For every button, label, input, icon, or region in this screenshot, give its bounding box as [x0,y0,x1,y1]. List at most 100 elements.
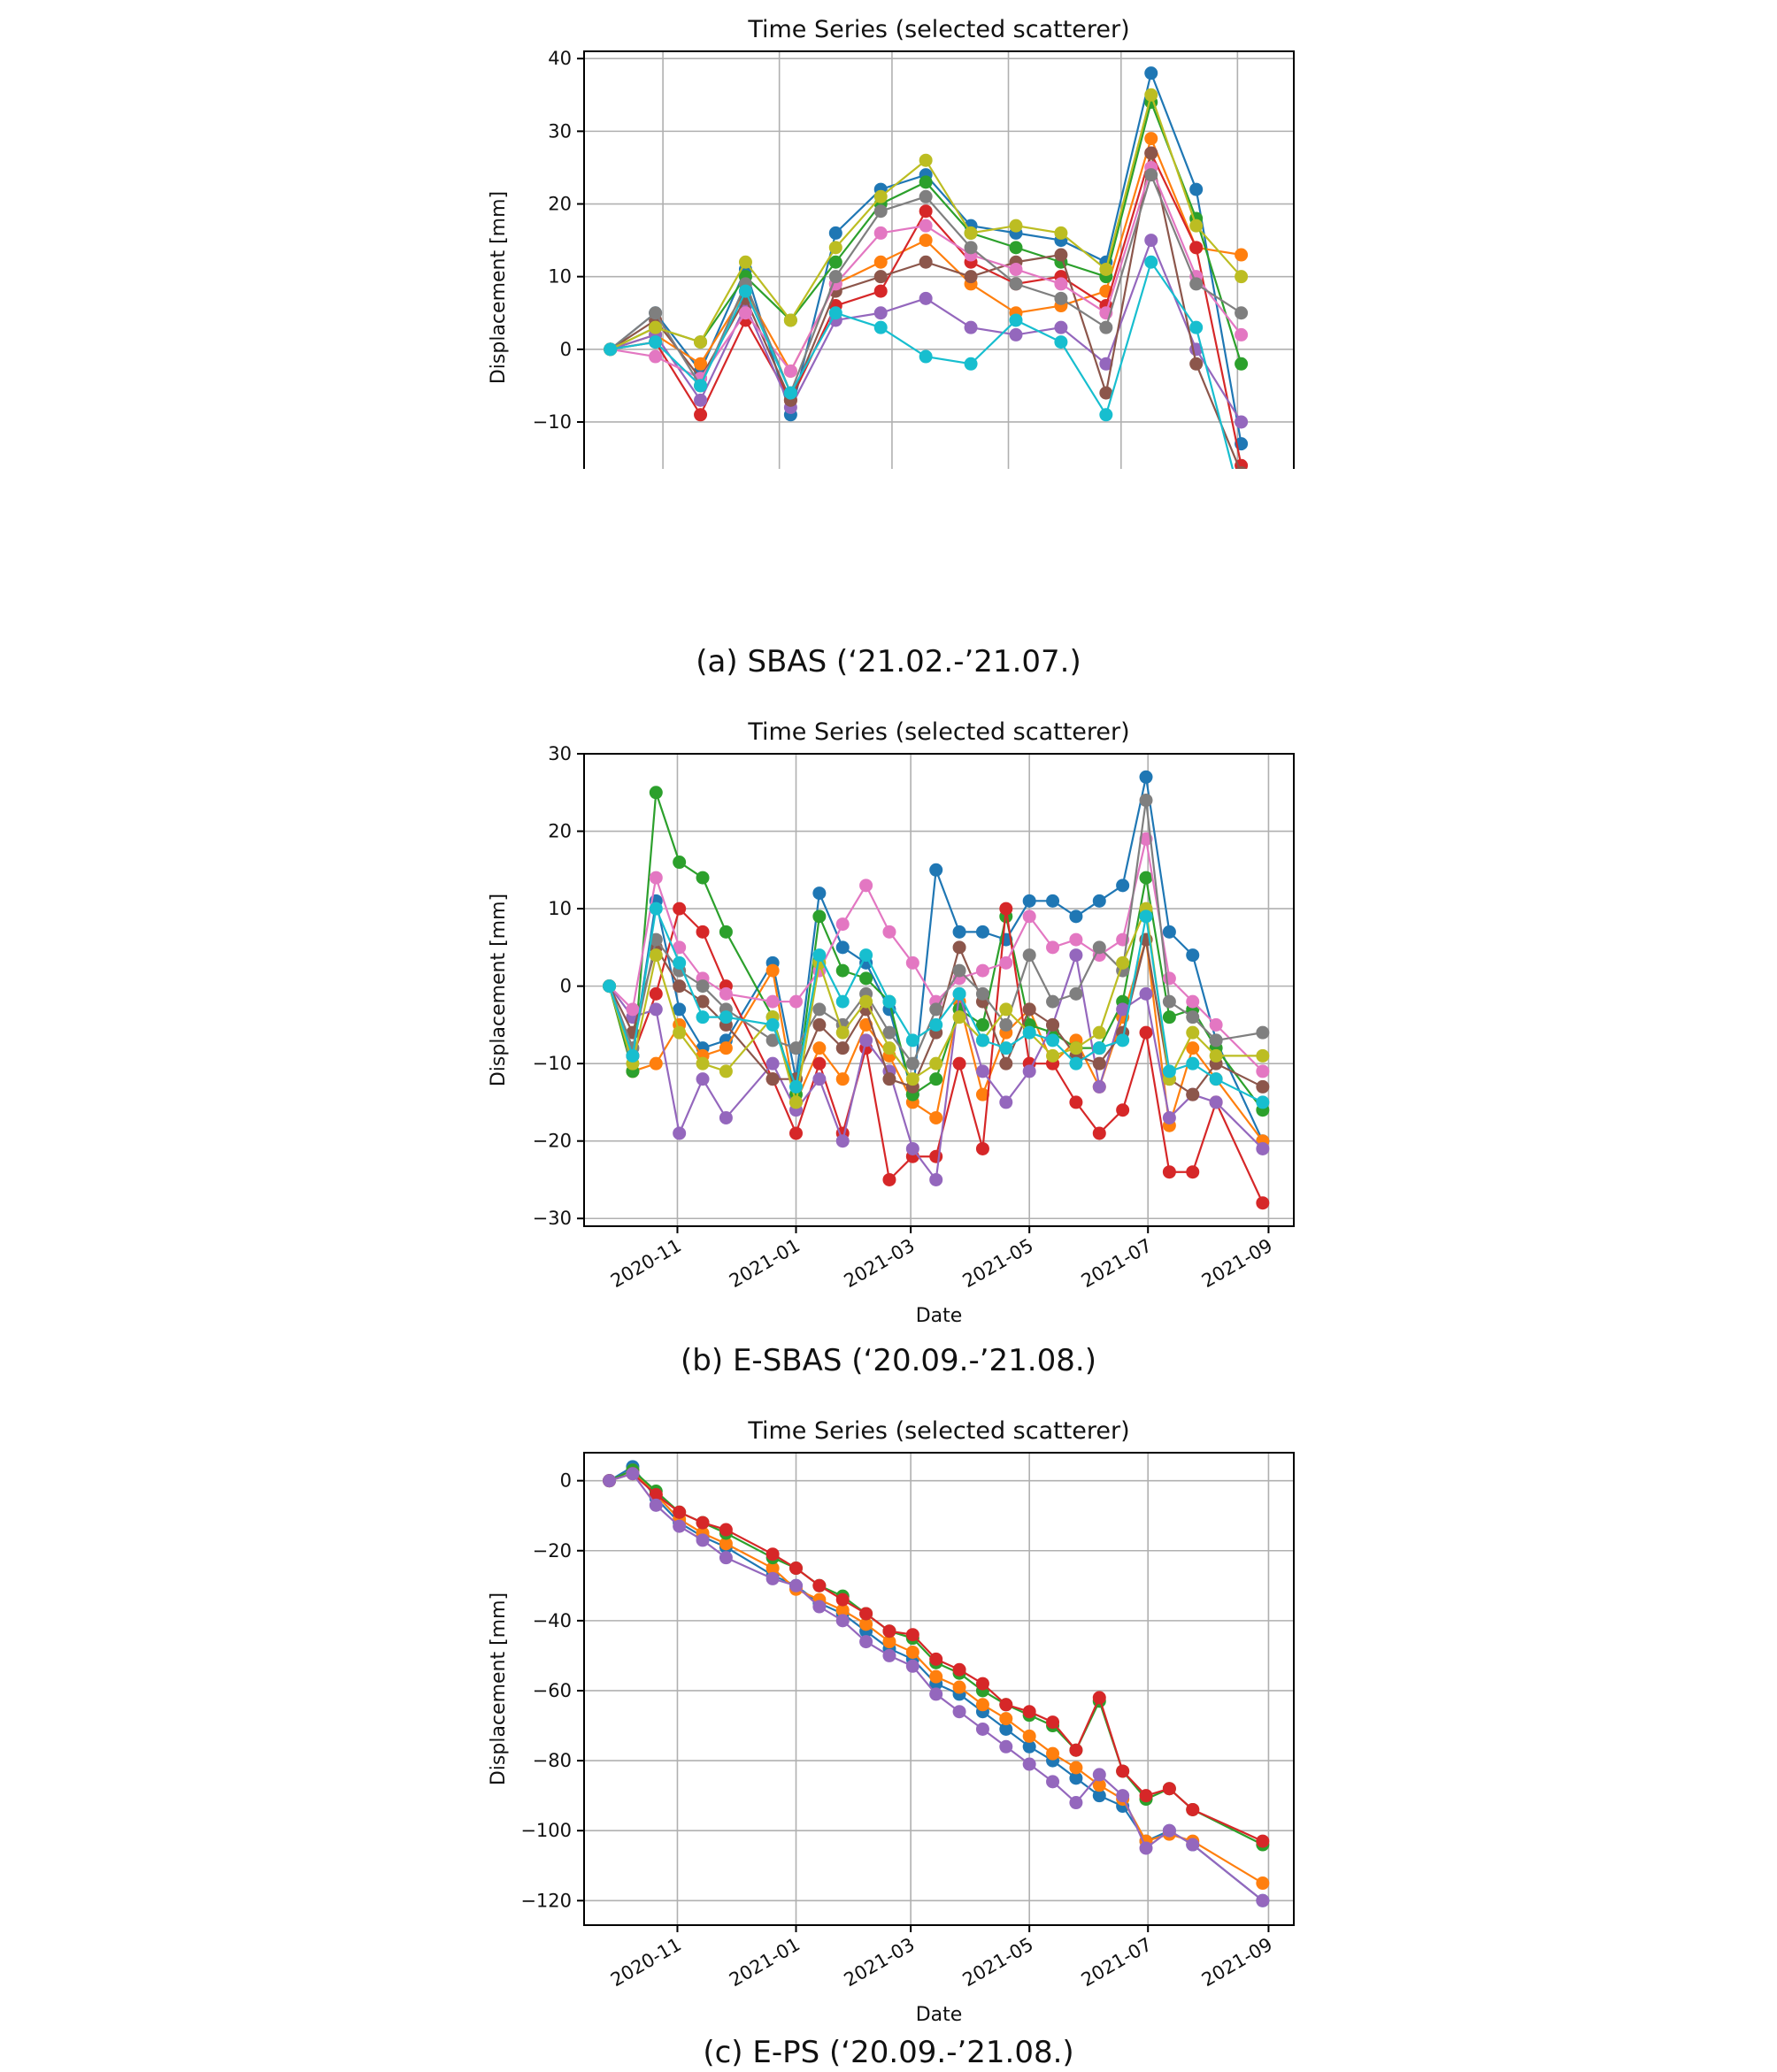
data-point [975,1677,989,1691]
data-point [696,1056,710,1071]
data-point [812,909,827,924]
data-point [765,1017,780,1032]
data-point [673,856,687,870]
data-point [812,1056,827,1071]
data-point [812,948,827,963]
chart-title: Time Series (selected scatterer) [747,16,1129,43]
data-point [1099,357,1113,371]
data-point [835,963,850,978]
data-point [1189,241,1204,255]
x-axis-label: Date [916,2004,963,2026]
data-point [649,1498,663,1512]
series-9 [603,902,1270,1109]
data-point [1144,168,1158,182]
data-point [835,1603,850,1617]
data-point [952,986,966,1001]
series-7 [603,794,1270,1071]
data-point [1256,1079,1270,1094]
data-point [1144,66,1158,81]
data-point [719,1041,733,1055]
data-point [1009,327,1023,341]
data-point [649,335,663,349]
data-point [1139,871,1153,885]
data-point [696,1010,710,1024]
data-point [999,1002,1013,1017]
data-point [694,357,708,371]
data-point [1046,1775,1060,1789]
data-point [964,357,978,371]
chart-a: −20−100102030402021-032021-042021-052021… [488,16,1295,469]
data-point [1235,465,1247,469]
data-point [649,871,663,885]
data-point [919,204,933,219]
data-point [789,994,804,1009]
data-point [964,320,978,334]
data-point [1054,277,1068,291]
data-point [1099,262,1113,276]
data-point [859,1033,873,1048]
data-point [1022,1739,1036,1754]
data-point [1069,948,1083,963]
data-point [905,1141,919,1155]
data-point [952,1680,966,1694]
data-point [1209,1048,1223,1063]
data-point [812,1041,827,1055]
data-point [1022,1757,1036,1771]
data-point [1256,1064,1270,1078]
data-point [1069,1761,1083,1775]
data-point [975,986,989,1001]
data-point [1116,1033,1130,1048]
data-point [649,306,663,320]
data-point [783,313,797,327]
data-point [1022,1002,1036,1017]
data-point [873,226,888,240]
data-point [999,1739,1013,1754]
data-point [1046,1715,1060,1730]
data-point [673,1505,687,1519]
data-point [1116,955,1130,970]
data-point [1186,1025,1200,1040]
data-point [1256,1876,1270,1891]
data-point [719,1010,733,1024]
data-point [905,1628,919,1642]
data-point [835,1614,850,1628]
data-point [1054,335,1068,349]
data-point [649,902,663,916]
data-point [1116,879,1130,893]
data-point [873,270,888,284]
data-point [649,1487,663,1501]
data-point [919,219,933,233]
data-point [696,1516,710,1530]
data-point [1092,1768,1106,1782]
y-tick-label: −10 [533,1053,572,1074]
y-tick-label: 40 [548,48,572,69]
data-point [812,1578,827,1592]
data-point [1235,306,1249,320]
data-point [783,364,797,378]
y-tick-label: 10 [548,898,572,919]
data-point [1092,1691,1106,1705]
data-point [1186,1041,1200,1055]
data-point [882,1041,896,1055]
series-9 [604,255,1235,469]
data-point [905,1645,919,1659]
data-point [1046,1033,1060,1048]
data-point [929,1172,943,1186]
panel-b: −30 −20 −10 0 10 20 30 2020-11 2021-01 2021-03 202… [488,718,1295,1327]
data-point [999,1712,1013,1726]
data-point [929,863,943,877]
data-point [919,175,933,189]
data-point [719,1537,733,1551]
data-point [1144,234,1158,248]
data-point [1189,219,1204,233]
data-point [649,1056,663,1071]
data-point [789,1095,804,1109]
y-tick-label: −40 [533,1610,572,1631]
data-point [1009,313,1023,327]
data-point [1256,1893,1270,1907]
data-point [952,1056,966,1071]
data-point [919,153,933,167]
series-4 [603,1467,1270,1907]
data-point [1069,1095,1083,1109]
